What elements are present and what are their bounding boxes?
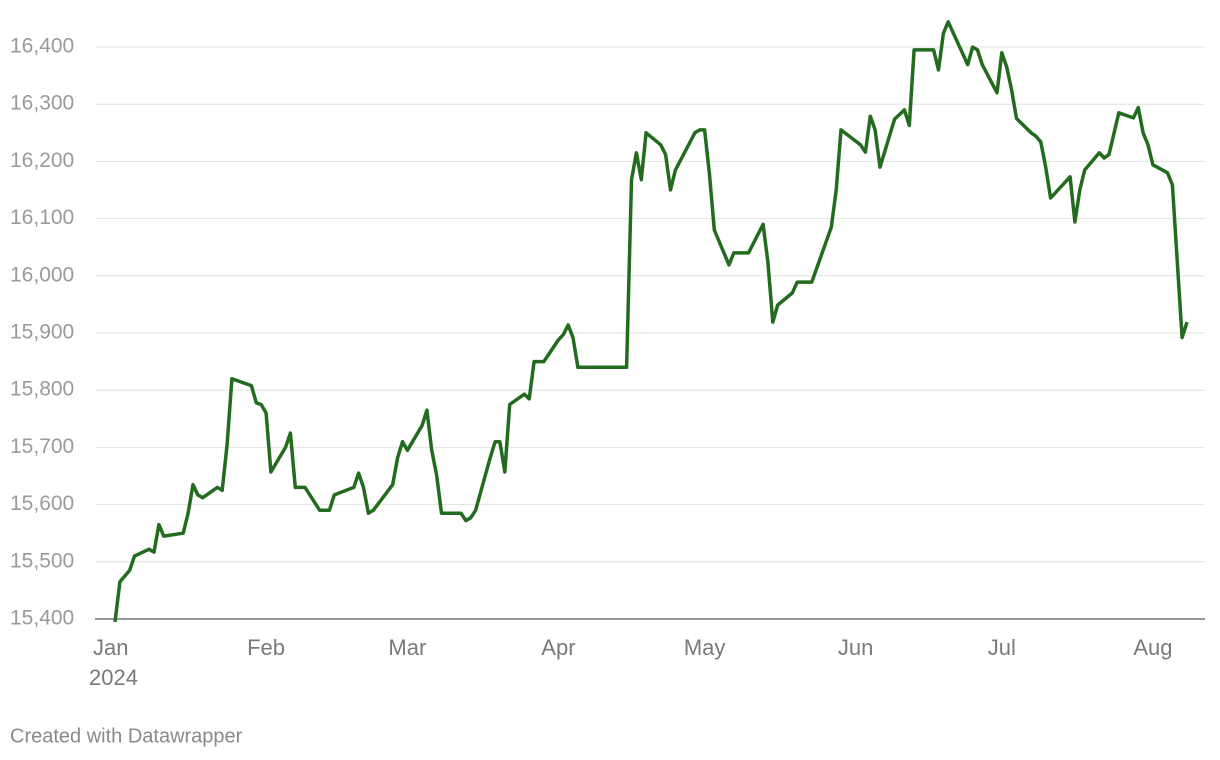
x-tick-label: Jun	[838, 635, 873, 660]
x-tick-label: Aug	[1133, 635, 1172, 660]
x-tick-label: Jul	[988, 635, 1016, 660]
y-tick-label: 15,900	[10, 321, 74, 344]
y-tick-label: 15,800	[10, 378, 74, 401]
y-tick-label: 16,400	[10, 35, 74, 58]
y-tick-label: 16,100	[10, 206, 74, 229]
y-tick-label: 15,400	[10, 607, 74, 630]
x-tick-label: May	[684, 635, 726, 660]
x-tick-label: Feb	[247, 635, 285, 660]
x-tick-label: Jan	[93, 635, 128, 660]
y-tick-label: 16,200	[10, 149, 74, 172]
x-year-label: 2024	[89, 665, 138, 690]
footer-credit: Created with Datawrapper	[10, 725, 243, 747]
y-tick-label: 15,500	[10, 549, 74, 572]
x-tick-label: Apr	[541, 635, 575, 660]
y-tick-label: 16,000	[10, 263, 74, 286]
price-line	[113, 20, 1189, 623]
y-tick-label: 15,600	[10, 492, 74, 515]
y-tick-label: 16,300	[10, 92, 74, 115]
x-tick-label: Mar	[388, 635, 426, 660]
y-tick-label: 15,700	[10, 435, 74, 458]
